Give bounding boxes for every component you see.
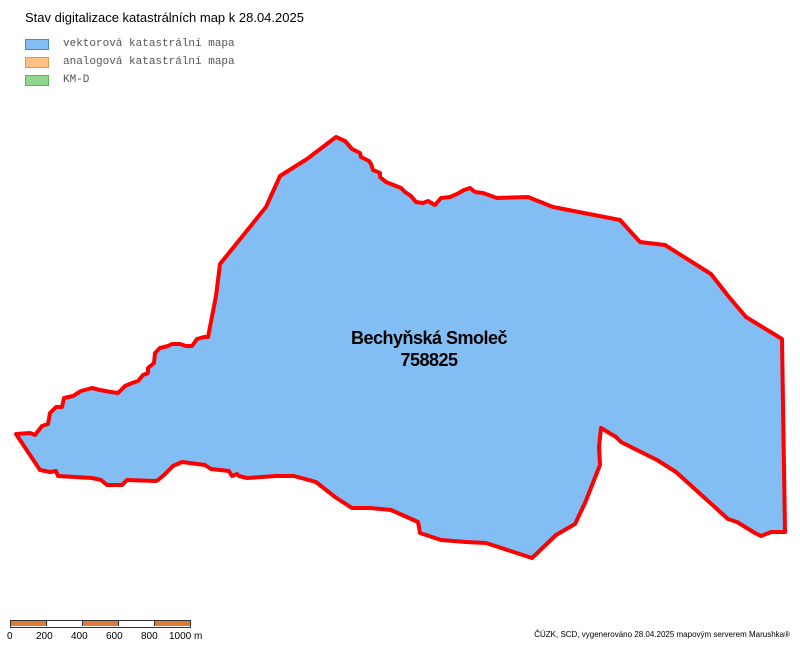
map-title: Stav digitalizace katastrálních map k 28… <box>25 10 304 25</box>
cadastral-area-polygon[interactable] <box>14 135 787 560</box>
legend-swatch-kmd <box>25 74 49 86</box>
scale-tick-label: 800 <box>141 631 158 642</box>
legend-item-vector: vektorová katastrální mapa <box>25 35 235 53</box>
map-credit: ČÚZK, SCD, vygenerováno 28.04.2025 mapov… <box>534 630 790 639</box>
scale-tick-label: 1000 m <box>169 631 203 642</box>
scale-segment <box>155 621 190 626</box>
parcel-code: 758825 <box>400 350 458 370</box>
scale-segment <box>119 621 155 626</box>
scale-tick-label: 600 <box>106 631 123 642</box>
legend-item-analog: analogová katastrální mapa <box>25 53 235 71</box>
scale-segment <box>11 621 47 626</box>
legend-label-kmd: KM-D <box>63 74 90 86</box>
scale-segment <box>47 621 83 626</box>
legend: vektorová katastrální mapa analogová kat… <box>25 35 235 89</box>
legend-swatch-vector <box>25 38 49 50</box>
scale-segment <box>83 621 119 626</box>
scale-bar <box>10 620 191 628</box>
scale-tick-label: 0 <box>7 631 13 642</box>
parcel-name: Bechyňská Smoleč <box>350 328 508 348</box>
scale-tick-label: 200 <box>36 631 53 642</box>
legend-item-kmd: KM-D <box>25 71 235 89</box>
legend-swatch-analog <box>25 56 49 68</box>
parcel-label: Bechyňská Smoleč 758825 <box>329 327 529 371</box>
legend-label-analog: analogová katastrální mapa <box>63 56 235 68</box>
scale-tick-label: 400 <box>71 631 88 642</box>
legend-label-vector: vektorová katastrální mapa <box>63 38 235 50</box>
